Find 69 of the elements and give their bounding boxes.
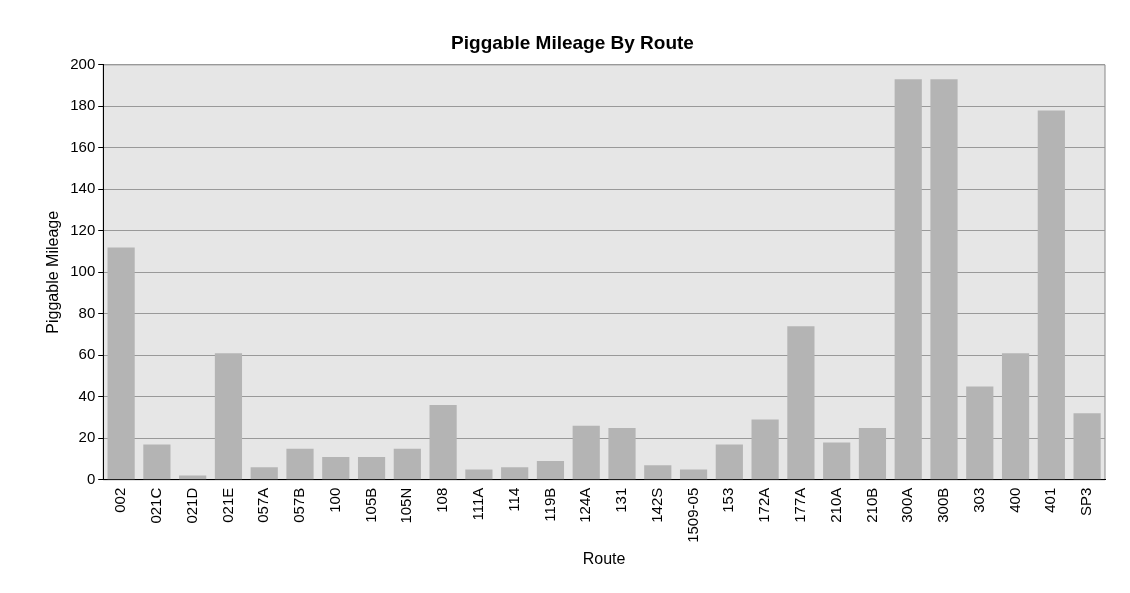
x-tick-label: 021C — [147, 487, 165, 524]
bar — [250, 467, 278, 480]
y-tick-label: 160 — [70, 137, 96, 155]
bar — [715, 444, 743, 480]
x-tick-label: 1509-05 — [683, 487, 701, 543]
bar — [930, 79, 958, 480]
bar — [286, 448, 314, 480]
y-tick-label: 40 — [78, 386, 96, 404]
y-tick-label: 180 — [70, 96, 96, 114]
y-tick-label: 60 — [78, 345, 96, 363]
bar — [644, 465, 672, 480]
x-tick-label: 021E — [218, 487, 236, 523]
x-axis-title: Route — [582, 549, 626, 567]
x-tick-label: 002 — [111, 487, 129, 513]
x-tick-label: 111A — [469, 487, 487, 521]
bar — [143, 444, 171, 480]
bar — [501, 467, 529, 480]
bar — [679, 469, 708, 480]
bar — [322, 456, 350, 480]
bar — [393, 448, 421, 480]
x-tick-label: 142S — [647, 487, 665, 523]
x-tick-label: 119B — [540, 487, 558, 522]
x-tick-label: 108 — [433, 487, 451, 513]
x-tick-label: 124A — [576, 487, 594, 523]
x-tick-label: 114 — [504, 487, 522, 512]
x-tick-label: 057B — [290, 487, 308, 523]
y-tick-label: 0 — [86, 469, 96, 487]
x-tick-label: 105N — [397, 487, 415, 524]
bar — [787, 326, 815, 480]
x-tick-label: 057A — [254, 487, 272, 523]
bar — [823, 442, 851, 480]
x-tick-label: 400 — [1005, 487, 1023, 513]
x-tick-label: 303 — [969, 487, 987, 513]
bar — [894, 79, 922, 480]
bar — [608, 427, 636, 480]
y-tick-label: 200 — [70, 54, 96, 72]
x-tick-label: 177A — [791, 487, 809, 523]
bar — [107, 247, 135, 480]
x-tick-label: 131 — [612, 487, 630, 513]
bar — [751, 419, 779, 480]
y-tick-label: 20 — [78, 428, 96, 446]
y-tick-label: 80 — [78, 303, 96, 321]
x-tick-label: 300B — [934, 487, 952, 523]
bar — [429, 405, 457, 480]
bar — [536, 461, 565, 480]
bar — [1037, 110, 1065, 480]
bar — [214, 353, 243, 480]
x-tick-label: 153 — [719, 487, 737, 513]
x-tick-label: 300A — [898, 487, 916, 523]
y-axis-title: Piggable Mileage — [44, 210, 62, 334]
x-tick-label: 401 — [1041, 487, 1059, 513]
bar — [1001, 353, 1030, 480]
y-tick-label: 100 — [70, 262, 96, 280]
bar — [465, 469, 493, 480]
bar — [1073, 413, 1101, 480]
x-tick-label: SP3 — [1077, 487, 1095, 517]
bar — [966, 386, 994, 480]
bar — [858, 427, 887, 480]
x-tick-label: 172A — [755, 487, 773, 523]
x-tick-label: 021D — [182, 487, 200, 524]
x-tick-label: 210B — [862, 487, 880, 523]
chart-title: Piggable Mileage By Route — [451, 31, 694, 53]
x-tick-label: 210A — [826, 487, 844, 523]
x-tick-label: 105B — [361, 487, 379, 523]
x-tick-label: 100 — [325, 487, 343, 513]
bar — [572, 425, 600, 480]
y-tick-label: 140 — [70, 179, 96, 197]
y-tick-label: 120 — [70, 220, 96, 238]
bar — [357, 456, 386, 480]
